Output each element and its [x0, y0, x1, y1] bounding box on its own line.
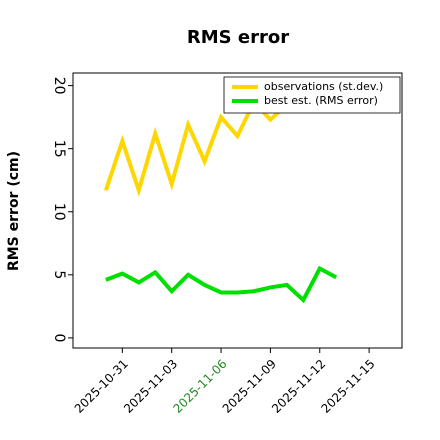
x-tick-label: 2025-11-15	[318, 357, 377, 416]
y-tick-label: 10	[51, 203, 67, 221]
plot-frame	[72, 72, 403, 349]
legend-label: best est. (RMS error)	[264, 94, 378, 107]
chart-title: RMS error	[187, 27, 289, 48]
legend-box	[223, 76, 401, 114]
y-tick-label: 15	[51, 140, 67, 158]
data-line	[105, 265, 338, 304]
y-tick-label: 0	[51, 333, 67, 342]
y-tick-label: 20	[51, 77, 67, 95]
y-tick-label: 5	[51, 270, 67, 279]
y-axis-label: RMS error (cm)	[6, 151, 22, 271]
legend-label: observations (st.dev.)	[264, 80, 383, 93]
